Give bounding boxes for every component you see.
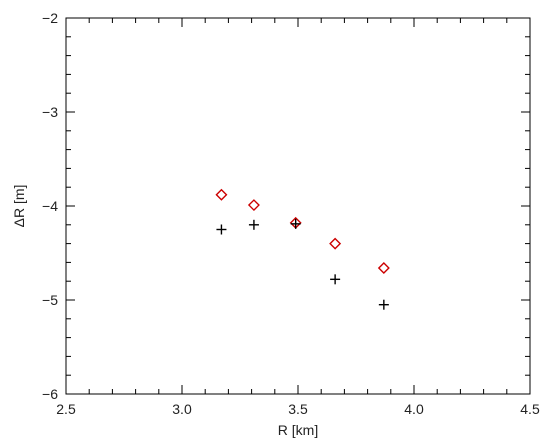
y-tick-label: −6 (42, 386, 58, 402)
x-tick-label: 4.0 (404, 401, 424, 417)
plus-point (290, 218, 301, 229)
x-tick-label: 2.5 (56, 401, 76, 417)
diamond-point (329, 237, 342, 250)
y-tick-label: −5 (42, 292, 58, 308)
y-axis-label: ΔR [m] (11, 185, 27, 228)
plot-frame (65, 17, 531, 395)
plus-point (378, 299, 389, 310)
data-points (215, 188, 390, 310)
y-tick-label: −3 (42, 104, 58, 120)
diamond-point (377, 262, 390, 275)
y-ticks: −6 −5 −4 −3 −2 (42, 10, 530, 402)
plus-point (330, 274, 341, 285)
y-tick-label: −4 (42, 198, 58, 214)
x-tick-label: 4.5 (520, 401, 540, 417)
diamond-point (215, 188, 228, 201)
y-tick-label: −2 (42, 10, 58, 26)
diamond-point (247, 199, 260, 212)
plus-point (216, 224, 227, 235)
x-tick-label: 3.0 (172, 401, 192, 417)
x-ticks: 2.5 3.0 3.5 4.0 4.5 (56, 18, 540, 417)
x-tick-label: 3.5 (288, 401, 308, 417)
plus-point (248, 219, 259, 230)
x-axis-label: R [km] (278, 422, 318, 438)
